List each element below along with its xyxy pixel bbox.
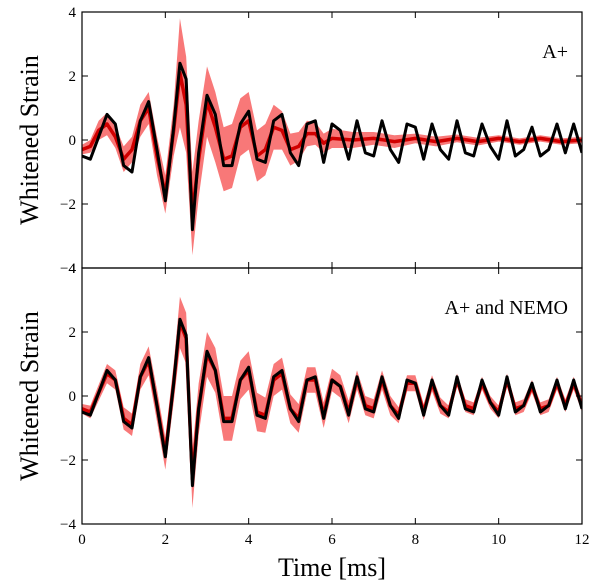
- x-tick-label: 6: [328, 532, 336, 548]
- x-tick-label: 4: [245, 532, 253, 548]
- y-tick-label: −4: [60, 517, 76, 533]
- panel-label: A+: [542, 41, 568, 63]
- y-tick-label: −2: [60, 197, 76, 213]
- x-tick-label: 0: [78, 532, 86, 548]
- x-axis-label: Time [ms]: [278, 553, 386, 582]
- plot-area: [82, 297, 582, 508]
- y-axis-label: Whitened Strain: [15, 55, 44, 225]
- x-tick-label: 2: [162, 532, 170, 548]
- y-tick-label: 0: [69, 389, 77, 405]
- plot-area: [82, 18, 582, 255]
- y-tick-label: 4: [69, 261, 77, 277]
- y-tick-label: 0: [69, 133, 77, 149]
- x-tick-label: 12: [575, 532, 590, 548]
- bottom-panel: −4 −2 0 2 4 0 2 4 6 8 10 12 Whitened Strain A+ and NE…: [15, 261, 590, 582]
- injection-line: [82, 319, 582, 485]
- x-tick-label: 10: [491, 532, 506, 548]
- y-axis-label: Whitened Strain: [15, 311, 44, 481]
- y-tick-label: 2: [69, 69, 77, 85]
- y-tick-label: 2: [69, 325, 77, 341]
- x-tick-label: 8: [412, 532, 420, 548]
- y-tick-label: 4: [69, 5, 77, 21]
- panel-label: A+ and NEMO: [445, 297, 569, 319]
- y-tick-label: −2: [60, 453, 76, 469]
